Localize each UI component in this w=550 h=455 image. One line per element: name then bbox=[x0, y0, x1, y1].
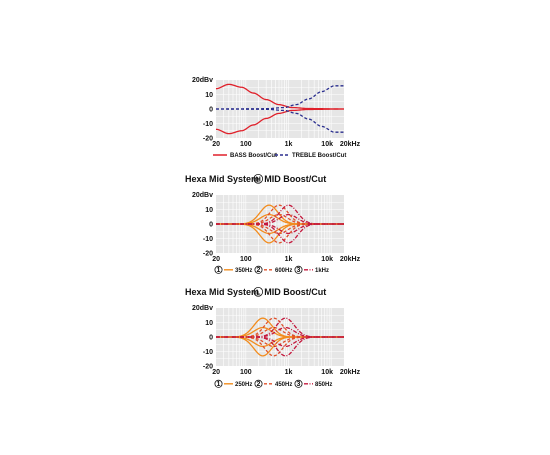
x-tick-label: 10k bbox=[321, 369, 333, 376]
y-tick-label: -10 bbox=[203, 121, 213, 128]
legend-marker-circle bbox=[214, 379, 223, 388]
legend: 1 250Hz 2 450Hz 3 850Hz bbox=[214, 379, 332, 388]
legend-label-3: 1kHz bbox=[315, 268, 329, 274]
legend-label-2: 450Hz bbox=[275, 382, 292, 388]
y-axis-label: 20dBv bbox=[192, 192, 213, 199]
legend-label-1: 250Hz bbox=[235, 382, 252, 388]
legend-label-2: TREBLE Boost/Cut bbox=[292, 153, 346, 159]
y-tick-label: -10 bbox=[203, 349, 213, 356]
series-group bbox=[215, 83, 344, 135]
series-line-3-cut bbox=[216, 223, 344, 244]
x-tick-label: 20kHz bbox=[340, 369, 361, 376]
x-tick-label: 1k bbox=[285, 256, 293, 263]
series-line-3-half-boost bbox=[216, 213, 344, 225]
y-tick-label: 10 bbox=[205, 320, 213, 327]
chart-title-suffix: MID Boost/Cut bbox=[264, 174, 326, 184]
y-tick-label: -20 bbox=[203, 363, 213, 370]
series-line-1-cut bbox=[215, 108, 344, 135]
x-tick-label: 10k bbox=[321, 256, 333, 263]
x-tick-label: 20 bbox=[212, 141, 220, 148]
legend-marker-1: 1 bbox=[217, 381, 221, 388]
title-badge-circle bbox=[253, 174, 264, 184]
y-tick-label: 0 bbox=[209, 106, 213, 113]
y-tick-label: -20 bbox=[203, 135, 213, 142]
chart-title: Hexa Mid System bbox=[185, 287, 259, 297]
legend-marker-1: 1 bbox=[217, 267, 221, 274]
y-tick-label: -20 bbox=[203, 250, 213, 257]
y-tick-label: 10 bbox=[205, 207, 213, 214]
y-tick-label: 0 bbox=[209, 221, 213, 228]
series-line-3-half-cut bbox=[216, 223, 344, 235]
legend-marker-circle bbox=[294, 265, 303, 274]
legend-marker-circle bbox=[214, 265, 223, 274]
legend-marker-2: 2 bbox=[257, 381, 261, 388]
x-tick-label: 100 bbox=[240, 141, 252, 148]
y-tick-label: 10 bbox=[205, 92, 213, 99]
x-tick-label: 10k bbox=[321, 141, 333, 148]
legend-marker-2: 2 bbox=[257, 267, 261, 274]
x-tick-label: 100 bbox=[240, 256, 252, 263]
legend-marker-circle bbox=[294, 379, 303, 388]
title-badge-letter: L bbox=[256, 289, 261, 296]
title-badge-circle bbox=[253, 286, 264, 297]
legend-label-3: 850Hz bbox=[315, 382, 332, 388]
chart-title: Hexa Mid System bbox=[185, 174, 259, 184]
legend: 1 350Hz 2 600Hz 3 1kHz bbox=[214, 265, 329, 274]
series-group bbox=[216, 317, 344, 357]
series-line-3-half-boost bbox=[216, 326, 344, 338]
y-tick-label: -10 bbox=[203, 236, 213, 243]
y-tick-label: 0 bbox=[209, 334, 213, 341]
legend-marker-3: 3 bbox=[297, 381, 301, 388]
series-line-3-half-cut bbox=[216, 336, 344, 348]
series-group bbox=[216, 204, 344, 244]
legend-label-1: BASS Boost/Cut bbox=[230, 153, 277, 159]
x-tick-label: 100 bbox=[240, 369, 252, 376]
y-axis-label: 20dBv bbox=[192, 77, 213, 84]
legend-marker-3: 3 bbox=[297, 267, 301, 274]
title-badge-letter: H bbox=[256, 176, 261, 183]
series-line-2-cut bbox=[216, 108, 344, 133]
x-tick-label: 1k bbox=[285, 369, 293, 376]
y-axis-label: 20dBv bbox=[192, 305, 213, 312]
x-tick-label: 1k bbox=[285, 141, 293, 148]
x-tick-label: 20kHz bbox=[340, 256, 361, 263]
x-tick-label: 20kHz bbox=[340, 141, 361, 148]
legend-label-1: 350Hz bbox=[235, 268, 252, 274]
x-tick-label: 20 bbox=[212, 369, 220, 376]
legend-marker-circle bbox=[254, 379, 263, 388]
legend: BASS Boost/Cut TREBLE Boost/Cut bbox=[213, 153, 346, 159]
chart-title-suffix: MID Boost/Cut bbox=[264, 287, 326, 297]
x-tick-label: 20 bbox=[212, 256, 220, 263]
legend-marker-circle bbox=[254, 265, 263, 274]
legend-label-2: 600Hz bbox=[275, 268, 292, 274]
series-line-3-cut bbox=[216, 336, 344, 357]
